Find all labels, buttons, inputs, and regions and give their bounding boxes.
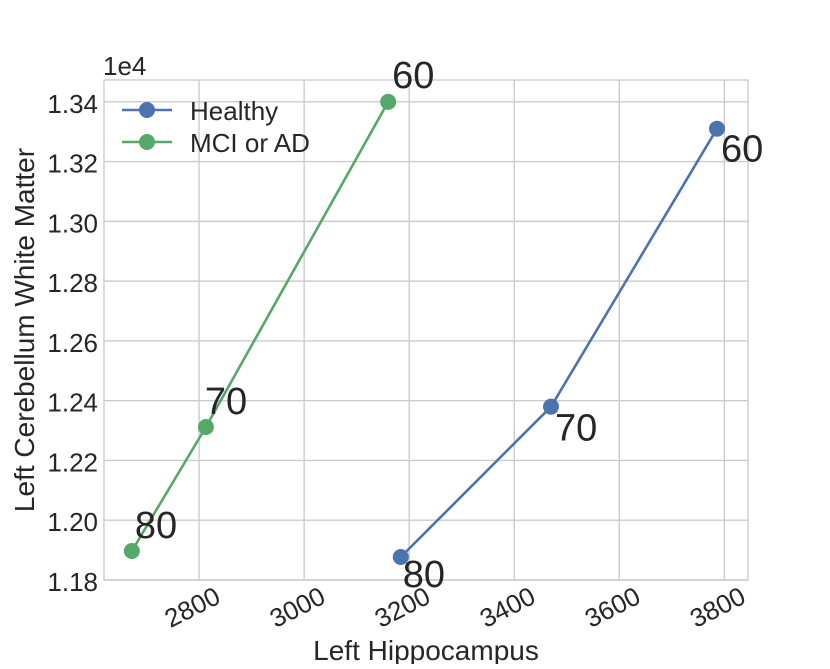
- y-tick-label: 1.20: [47, 507, 98, 537]
- point-label-healthy-80: 80: [403, 554, 445, 596]
- plot-area: [104, 80, 748, 580]
- y-tick-label: 1.34: [47, 89, 98, 119]
- y-tick-label: 1.22: [47, 447, 98, 477]
- point-label-healthy-60: 60: [721, 129, 763, 171]
- y-tick-label: 1.24: [47, 388, 98, 418]
- data-point-mci-or-ad-60: [380, 93, 397, 110]
- legend-marker-healthy: [139, 102, 155, 118]
- y-tick-label: 1.32: [47, 149, 98, 179]
- y-axis-offset-text: 1e4: [103, 51, 146, 81]
- data-point-healthy-80: [392, 548, 409, 565]
- data-point-mci-or-ad-70: [197, 418, 214, 435]
- point-label-mci-or-ad-60: 60: [392, 55, 434, 97]
- data-point-mci-or-ad-80: [123, 543, 140, 560]
- data-point-healthy-60: [709, 120, 726, 137]
- data-point-healthy-70: [543, 398, 560, 415]
- axes-spines: [103, 79, 749, 581]
- y-tick-label: 1.30: [47, 208, 98, 238]
- y-tick-label: 1.28: [47, 268, 98, 298]
- legend-label-healthy: Healthy: [190, 96, 278, 126]
- y-tick-label: 1.18: [47, 567, 98, 597]
- y-axis-label: Left Cerebellum White Matter: [9, 148, 40, 512]
- legend-marker-mci-or-ad: [139, 134, 155, 150]
- legend-label-mci-or-ad: MCI or AD: [190, 128, 310, 158]
- legend-entry-mci-or-ad: MCI or AD: [122, 128, 310, 158]
- legend-entry-healthy: Healthy: [122, 96, 278, 126]
- point-label-mci-or-ad-80: 80: [135, 505, 177, 547]
- y-tick-label: 1.26: [47, 328, 98, 358]
- x-axis-label: Left Hippocampus: [313, 635, 539, 664]
- point-label-healthy-70: 70: [555, 408, 597, 450]
- point-label-mci-or-ad-70: 70: [205, 381, 247, 423]
